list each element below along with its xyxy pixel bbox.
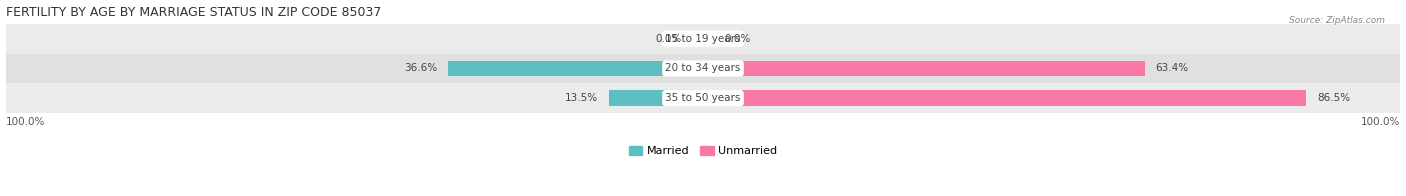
Text: 36.6%: 36.6% (404, 64, 437, 74)
Bar (703, 90, 1306, 106)
Text: 63.4%: 63.4% (1156, 64, 1188, 74)
Legend: Married, Unmarried: Married, Unmarried (628, 146, 778, 156)
Text: 35 to 50 years: 35 to 50 years (665, 93, 741, 103)
Text: 0.0%: 0.0% (655, 34, 682, 44)
Bar (447, 61, 703, 76)
Bar (609, 90, 703, 106)
Text: 86.5%: 86.5% (1317, 93, 1350, 103)
Text: 15 to 19 years: 15 to 19 years (665, 34, 741, 44)
Bar (6, 83, 1400, 113)
Bar (703, 61, 1144, 76)
Text: 20 to 34 years: 20 to 34 years (665, 64, 741, 74)
Text: 13.5%: 13.5% (565, 93, 599, 103)
Text: 0.0%: 0.0% (724, 34, 751, 44)
Text: Source: ZipAtlas.com: Source: ZipAtlas.com (1289, 16, 1385, 25)
Bar (6, 54, 1400, 83)
Bar (6, 24, 1400, 54)
Text: FERTILITY BY AGE BY MARRIAGE STATUS IN ZIP CODE 85037: FERTILITY BY AGE BY MARRIAGE STATUS IN Z… (6, 5, 381, 19)
Text: 100.0%: 100.0% (6, 117, 45, 127)
Text: 100.0%: 100.0% (1361, 117, 1400, 127)
